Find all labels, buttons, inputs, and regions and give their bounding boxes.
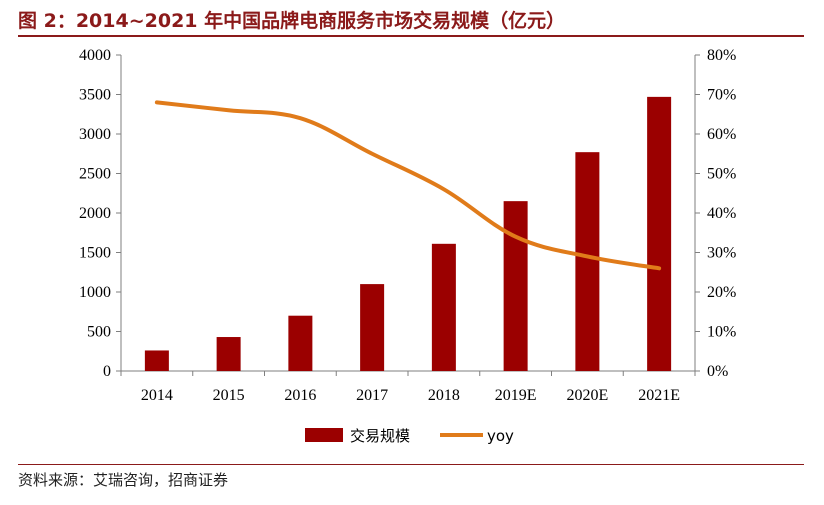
x-tick-label: 2018 [428,387,460,404]
y-left-tick-label: 1500 [79,245,111,262]
bar [216,337,241,371]
axes [116,54,700,376]
y-left-tick-label: 1000 [79,284,111,301]
bar [503,201,528,371]
y-left-tick-label: 2000 [79,205,111,222]
y-right-tick-label: 40% [707,205,736,222]
x-tick-label: 2019E [495,387,537,404]
bar [144,350,169,371]
x-tick-label: 2015 [213,387,245,404]
y-left-tick-labels: 0 500 1000 1500 2000 2500 3000 3500 4000 [79,47,111,380]
y-right-tick-label: 70% [707,87,736,104]
y-right-tick-label: 30% [707,245,736,262]
x-tick-label: 2017 [356,387,388,404]
x-tick-label: 2021E [638,387,680,404]
bar [288,315,313,371]
x-tick-labels: 2014 2015 2016 2017 2018 2019E 2020E 2021E [141,387,680,404]
page-title: 图 2：2014~2021 年中国品牌电商服务市场交易规模（亿元） [18,10,566,32]
y-right-tick-label: 60% [707,126,736,143]
bar-series [144,96,672,372]
legend-label-line: yoy [487,427,514,445]
y-right-tick-label: 10% [707,324,736,341]
x-tick-label: 2014 [141,387,173,404]
source-note: 资料来源：艾瑞咨询，招商证券 [18,471,229,489]
legend-swatch-bar [305,428,343,442]
x-tick-label: 2016 [284,387,316,404]
y-right-tick-label: 50% [707,166,736,183]
y-right-tick-label: 80% [707,47,736,64]
y-right-tick-label: 20% [707,284,736,301]
y-left-tick-label: 3000 [79,126,111,143]
y-right-tick-label: 0% [707,363,728,380]
footer-divider [18,464,804,465]
yoy-line [154,100,662,271]
line-series [154,100,662,271]
bar [360,284,385,371]
legend-label-bar: 交易规模 [350,427,410,445]
legend: 交易规模 yoy [305,427,514,445]
y-left-tick-label: 0 [103,363,111,380]
title-divider [18,35,804,37]
y-right-tick-labels: 0% 10% 20% 30% 40% 50% 60% 70% 80% [707,47,736,380]
y-left-tick-label: 500 [87,324,111,341]
x-tick-label: 2020E [566,387,608,404]
bar [647,96,672,372]
bar [575,152,600,371]
y-left-tick-label: 3500 [79,87,111,104]
y-left-tick-label: 2500 [79,166,111,183]
y-left-tick-label: 4000 [79,47,111,64]
bar [431,243,456,371]
